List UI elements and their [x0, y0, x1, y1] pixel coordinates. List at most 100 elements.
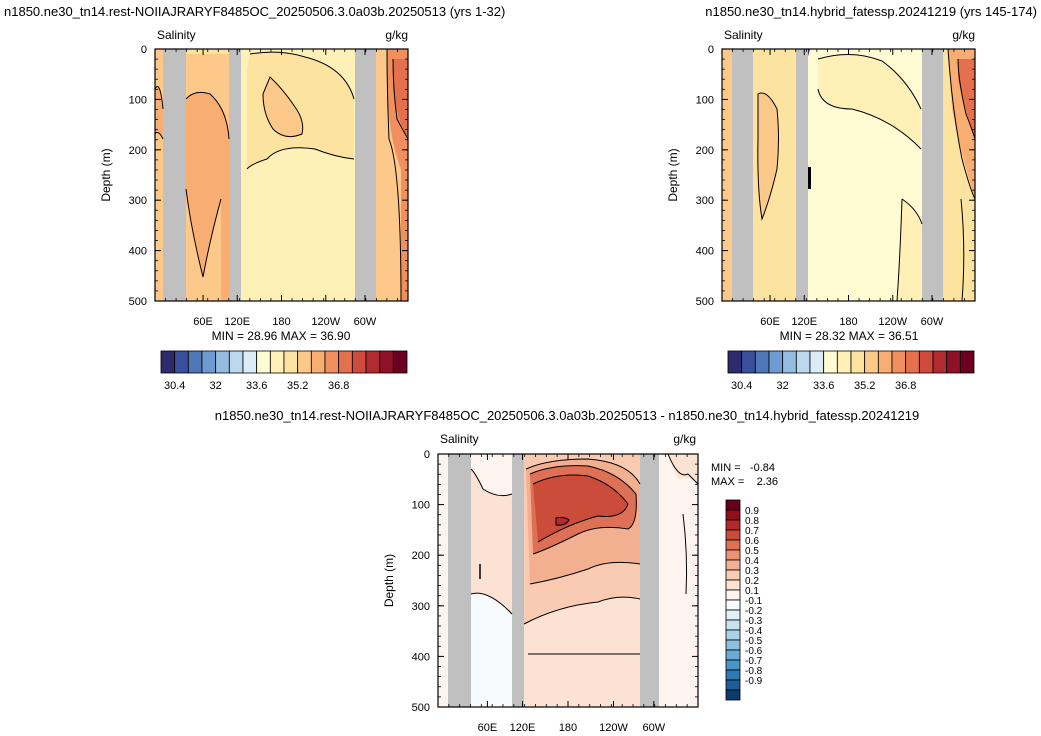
colorbar-swatch — [877, 350, 893, 374]
colorbar-swatch — [725, 669, 741, 681]
panel-2-title: n1850.ne30_tn14.hybrid_fatessp.20241219 … — [705, 4, 1037, 19]
colorbar-swatch — [215, 350, 230, 374]
panel-2-field-pacific-deep — [897, 199, 922, 301]
colorbar-label: -0.4 — [745, 626, 763, 637]
y-tick-label: 0 — [424, 449, 430, 461]
panel-3-land-americas — [640, 454, 659, 707]
panel-2-land-africa — [732, 49, 753, 301]
colorbar-swatch — [836, 350, 852, 374]
y-tick-label: 500 — [129, 296, 147, 308]
colorbar-swatch — [725, 609, 741, 621]
panel-3-title: n1850.ne30_tn14.rest-NOIIAJRARYF8485OC_2… — [215, 408, 919, 423]
panel-3: n1850.ne30_tn14.rest-NOIIAJRARYF8485OC_2… — [215, 408, 919, 734]
colorbar-label: -0.1 — [745, 596, 763, 607]
panel-3-land-africa — [448, 454, 471, 707]
colorbar-swatch — [725, 689, 741, 701]
y-tick-label: 0 — [708, 44, 714, 56]
colorbar-swatch — [850, 350, 866, 374]
y-tick-label: 500 — [696, 296, 714, 308]
panel-3-contour-5 — [470, 592, 513, 615]
y-tick-label: 100 — [696, 94, 714, 106]
colorbar-swatch — [946, 350, 961, 374]
colorbar-label: 0.8 — [745, 516, 759, 527]
colorbar-swatch — [283, 350, 299, 374]
x-tick-label: 60E — [478, 722, 498, 734]
panel-2-land-americas — [922, 49, 943, 301]
colorbar-label: 32 — [777, 380, 789, 392]
colorbar-label: -0.8 — [745, 666, 763, 677]
panel-3-max-value: 2.36 — [757, 476, 778, 488]
colorbar-label: -0.6 — [745, 646, 763, 657]
colorbar-swatch — [725, 589, 741, 601]
y-tick-label: 200 — [129, 145, 147, 157]
x-tick-label: 120E — [224, 316, 250, 328]
colorbar-label: -0.2 — [745, 606, 763, 617]
colorbar-label: 32 — [210, 380, 222, 392]
panel-2-variable-label: Salinity — [724, 28, 763, 42]
colorbar-swatch — [201, 350, 217, 374]
panel-3-min-label: MIN = — [711, 462, 741, 474]
colorbar-label: 36.8 — [328, 380, 349, 392]
colorbar-swatch — [725, 549, 741, 561]
y-tick-label: 300 — [696, 195, 714, 207]
y-tick-label: 200 — [412, 550, 430, 562]
panel-3-field-indian-deep — [471, 593, 512, 707]
y-tick-label: 200 — [696, 145, 714, 157]
y-tick-label: 500 — [412, 702, 430, 714]
panel-1-contour-1 — [185, 91, 230, 278]
colorbar-swatch — [959, 350, 975, 374]
colorbar-swatch — [768, 350, 784, 374]
colorbar-label: 0.1 — [745, 586, 759, 597]
panel-1-contour-7 — [249, 51, 355, 100]
colorbar-swatch — [725, 679, 741, 691]
x-tick-label: 180 — [559, 722, 577, 734]
panel-2-contour-blob — [808, 167, 811, 189]
panel-1-variable-label: Salinity — [157, 28, 196, 42]
colorbar-label: 30.4 — [731, 380, 752, 392]
x-tick-label: 60W — [354, 316, 377, 328]
colorbar-label: 33.6 — [813, 380, 834, 392]
colorbar-swatch — [741, 350, 756, 374]
panel-2-contour-6 — [960, 198, 965, 301]
colorbar-label: 0.2 — [745, 576, 759, 587]
panel-3-axes: 0 100 200 300 400 500 60E 120E 180 120W 60W Depth (… — [382, 449, 699, 734]
panel-3-contour-4 — [523, 596, 641, 625]
panel-2-plot-area — [722, 49, 975, 301]
panel-1-axes: 0 100 200 300 400 500 60E 120E 180 120W 60W Depth (… — [99, 44, 409, 328]
panel-1-title: n1850.ne30_tn14.rest-NOIIAJRARYF8485OC_2… — [4, 4, 505, 19]
colorbar-swatch — [256, 350, 271, 374]
colorbar-swatch — [338, 350, 353, 374]
panel-3-colorbar: 0.90.80.70.60.50.40.30.20.1-0.1-0.2-0.3-… — [725, 499, 763, 701]
panel-3-contour-3 — [525, 458, 641, 585]
panel-3-field-west-edge — [438, 454, 448, 707]
colorbar-swatch — [725, 599, 741, 611]
y-tick-label: 400 — [412, 651, 430, 663]
panel-1-land-americas — [355, 49, 376, 301]
panel-2-contour-1 — [757, 92, 779, 221]
panel-1-land-africa — [163, 49, 186, 301]
panel-3-plot-area — [438, 454, 698, 707]
colorbar-swatch — [795, 350, 811, 374]
colorbar-label: 0.6 — [745, 536, 759, 547]
colorbar-swatch — [725, 569, 741, 581]
panel-1-contour-4 — [386, 49, 402, 301]
colorbar-label: 30.4 — [164, 380, 185, 392]
panel-3-max-label: MAX = — [711, 476, 744, 488]
panel-2-contour-4 — [947, 49, 975, 200]
panel-3-variable-label: Salinity — [440, 432, 479, 446]
y-tick-label: 300 — [129, 195, 147, 207]
panel-2-field-indian-salty — [757, 93, 779, 219]
panel-2-land-indonesia — [796, 49, 808, 301]
colorbar-swatch — [725, 629, 741, 641]
colorbar-swatch — [269, 350, 285, 374]
colorbar-swatch — [725, 619, 741, 631]
colorbar-label: 33.6 — [246, 380, 267, 392]
colorbar-swatch — [310, 350, 326, 374]
colorbar-label: -0.3 — [745, 616, 763, 627]
y-axis-label: Depth (m) — [666, 148, 680, 201]
x-tick-label: 120E — [510, 722, 536, 734]
panel-2: n1850.ne30_tn14.hybrid_fatessp.20241219 … — [666, 4, 1037, 392]
panel-3-contour-1 — [529, 465, 637, 555]
colorbar-swatch — [297, 350, 312, 374]
panel-1-contour-2 — [246, 147, 355, 170]
